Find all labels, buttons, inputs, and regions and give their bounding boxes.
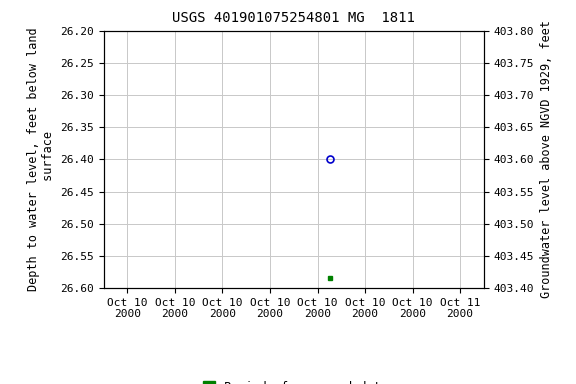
Y-axis label: Depth to water level, feet below land
 surface: Depth to water level, feet below land su… — [26, 28, 55, 291]
Y-axis label: Groundwater level above NGVD 1929, feet: Groundwater level above NGVD 1929, feet — [540, 20, 552, 298]
Title: USGS 401901075254801 MG  1811: USGS 401901075254801 MG 1811 — [172, 12, 415, 25]
Legend: Period of approved data: Period of approved data — [195, 376, 392, 384]
